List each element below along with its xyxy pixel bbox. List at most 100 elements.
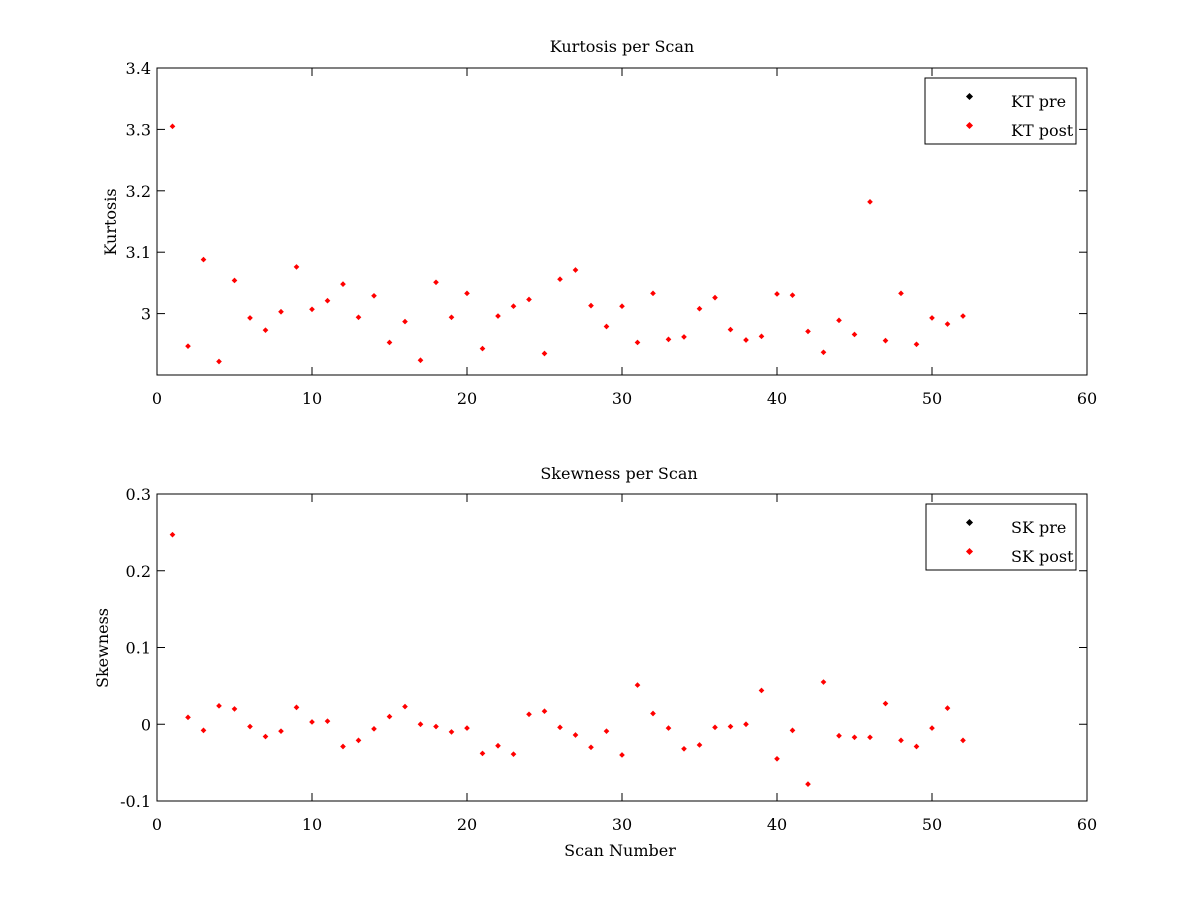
legend-label-pre: SK pre: [1011, 518, 1066, 537]
data-point: [355, 314, 362, 321]
data-point: [355, 737, 362, 744]
y-tick-label: 0.3: [126, 485, 151, 504]
data-point: [309, 719, 315, 725]
data-point: [898, 290, 904, 297]
data-point: [247, 723, 253, 730]
legend-item: KT post: [965, 121, 1074, 140]
data-point: [634, 682, 641, 688]
data-point: [169, 531, 176, 538]
data-point: [960, 737, 966, 744]
data-point: [867, 734, 873, 741]
data-point: [448, 729, 455, 735]
data-point: [681, 334, 687, 340]
data-point: [200, 727, 207, 734]
chart-title: Kurtosis per Scan: [550, 37, 694, 56]
x-axis-label: Scan Number: [564, 841, 676, 860]
data-point: [619, 752, 625, 758]
data-point: [216, 358, 222, 365]
data-point: [464, 290, 470, 297]
data-point: [200, 256, 207, 263]
data-point: [944, 321, 951, 327]
data-point: [293, 704, 300, 711]
data-point: [510, 751, 517, 758]
data-point: [882, 337, 889, 344]
data-point: [386, 339, 393, 346]
x-tick-label: 30: [612, 815, 632, 834]
x-tick-label: 40: [767, 389, 787, 408]
data-point: [851, 734, 858, 741]
data-point: [836, 732, 842, 739]
data-points: [169, 123, 966, 365]
legend-label-post: SK post: [1011, 547, 1074, 566]
legend-item: KT pre: [965, 92, 1066, 111]
legend: KT pre KT post: [924, 77, 1077, 145]
skewness-subplot: Skewness per Scan Skewness Scan Number 0…: [93, 464, 1097, 860]
data-point: [293, 264, 300, 270]
legend-item: SK pre: [965, 518, 1066, 537]
data-point: [526, 296, 532, 303]
axis-ticks: 0 10 20 30 40 50 60 3 3.1 3.2 3.3 3.4: [126, 59, 1098, 408]
x-tick-label: 10: [302, 389, 322, 408]
x-tick-label: 50: [922, 815, 942, 834]
y-tick-label: 0.1: [126, 639, 151, 658]
data-point: [681, 745, 687, 752]
data-point: [495, 742, 501, 749]
data-point: [805, 781, 811, 787]
y-tick-label: 0: [141, 715, 151, 734]
legend-marker-pre: [965, 92, 974, 101]
data-point: [603, 728, 610, 734]
data-point: [665, 725, 672, 731]
data-point: [324, 718, 331, 725]
data-point: [603, 323, 610, 330]
data-point: [231, 706, 238, 712]
y-tick-label: 3: [141, 305, 151, 324]
data-point: [758, 687, 765, 694]
data-point: [231, 277, 238, 284]
data-point: [588, 744, 594, 751]
y-tick-label: 3.1: [126, 243, 151, 262]
y-axis-label: Skewness: [93, 608, 112, 688]
data-point: [836, 317, 842, 324]
legend-marker-pre: [965, 518, 974, 527]
data-point: [805, 328, 811, 335]
data-point: [758, 333, 765, 340]
x-tick-label: 0: [152, 389, 162, 408]
data-point: [944, 705, 951, 711]
x-tick-label: 40: [767, 815, 787, 834]
kurtosis-subplot: Kurtosis per Scan Kurtosis 0 10 20 30 40 50 60…: [101, 37, 1097, 408]
data-point: [789, 292, 796, 299]
data-point: [371, 726, 377, 732]
data-point: [278, 308, 284, 315]
data-point: [402, 703, 408, 710]
data-point: [634, 339, 641, 346]
x-tick-label: 50: [922, 389, 942, 408]
data-point: [479, 750, 486, 757]
data-point: [929, 725, 935, 731]
x-tick-label: 0: [152, 815, 162, 834]
data-point: [340, 743, 346, 750]
legend-box: [925, 503, 1077, 571]
data-point: [541, 708, 548, 715]
legend: SK pre SK post: [925, 503, 1077, 571]
data-point: [696, 742, 703, 748]
data-point: [216, 703, 222, 709]
data-point: [510, 303, 517, 310]
data-point: [789, 727, 796, 734]
legend-label-pre: KT pre: [1011, 92, 1066, 111]
data-point: [851, 331, 858, 338]
chart-title: Skewness per Scan: [540, 464, 697, 483]
data-points: [169, 531, 966, 787]
data-point: [820, 679, 827, 685]
data-point: [913, 341, 920, 348]
y-tick-label: 3.4: [126, 59, 151, 78]
data-point: [665, 336, 672, 343]
x-tick-label: 10: [302, 815, 322, 834]
data-point: [433, 723, 439, 730]
data-point: [588, 302, 594, 309]
legend-marker-post: [965, 547, 974, 556]
data-point: [495, 313, 501, 319]
data-point: [541, 350, 548, 357]
data-point: [820, 349, 827, 356]
x-tick-label: 60: [1077, 389, 1097, 408]
